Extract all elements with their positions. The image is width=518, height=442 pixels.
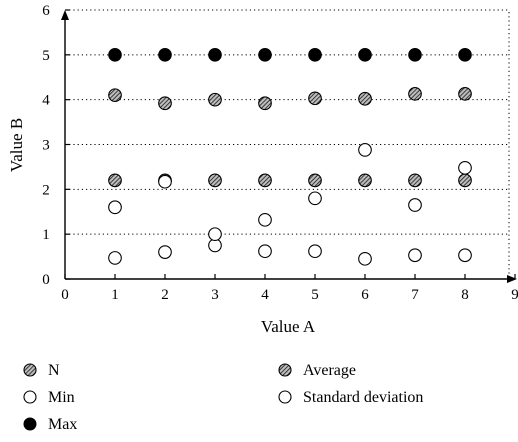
data-points [108, 48, 472, 266]
point-standard-deviation [308, 191, 322, 206]
y-tick-label: 2 [42, 182, 50, 198]
point-average [108, 88, 122, 103]
x-tick-label: 1 [111, 287, 119, 303]
point-standard-deviation [158, 174, 172, 189]
point-n [358, 173, 372, 188]
legend-label-standard-deviation: Standard deviation [303, 389, 423, 406]
point-average [408, 86, 422, 101]
point-average [258, 96, 272, 111]
legend-marker-max [23, 417, 37, 431]
point-n [308, 173, 322, 188]
y-tick-label: 6 [42, 3, 50, 19]
point-n [208, 173, 222, 188]
point-min [358, 251, 372, 266]
x-tick-label: 2 [161, 287, 169, 303]
y-axis-label: Value B [7, 118, 26, 172]
point-min [258, 244, 272, 259]
point-n [258, 173, 272, 188]
axes [61, 10, 517, 283]
point-max [208, 48, 222, 62]
point-min [308, 244, 322, 259]
y-tick-label: 0 [42, 272, 50, 288]
point-average [458, 86, 472, 101]
point-max [158, 48, 172, 62]
x-tick-label: 5 [311, 287, 319, 303]
legend-label-n: N [48, 362, 60, 379]
point-max [258, 48, 272, 62]
y-tick-label: 1 [42, 227, 50, 243]
legend-label-min: Min [48, 389, 75, 406]
x-axis-label: Value A [261, 317, 316, 336]
point-standard-deviation [408, 198, 422, 212]
point-max [408, 48, 422, 62]
y-tick-label: 5 [42, 48, 50, 64]
x-axis-arrow [507, 275, 517, 283]
point-average [158, 96, 172, 111]
legend-label-average: Average [303, 362, 356, 379]
point-max [458, 48, 472, 62]
point-standard-deviation [258, 212, 272, 227]
x-tick-label: 4 [261, 287, 269, 303]
x-tick-label: 7 [411, 287, 419, 303]
point-n [458, 173, 472, 188]
legend: N Average Min Standard deviation Max [23, 362, 423, 433]
point-min [458, 248, 472, 263]
point-standard-deviation [208, 227, 222, 242]
legend-label-max: Max [48, 416, 77, 433]
point-min [158, 245, 172, 259]
point-average [308, 91, 322, 106]
x-tick-label: 0 [61, 287, 69, 303]
point-max [108, 48, 122, 62]
point-n [408, 173, 422, 188]
x-tick-label: 3 [211, 287, 219, 303]
point-standard-deviation [108, 200, 122, 215]
y-tick-label: 4 [42, 93, 50, 109]
point-max [358, 48, 372, 62]
legend-marker-average [278, 363, 292, 377]
x-tick-label: 9 [511, 287, 518, 303]
gridlines [65, 9, 510, 279]
legend-marker-min [23, 390, 37, 404]
legend-marker-standard-deviation [278, 390, 292, 404]
point-min [108, 251, 122, 265]
y-axis-arrow [61, 10, 69, 20]
point-standard-deviation [358, 143, 372, 157]
point-standard-deviation [458, 160, 472, 175]
point-average [358, 91, 372, 106]
x-tick-label: 6 [361, 287, 369, 303]
point-average [208, 92, 222, 107]
x-tick-label: 8 [461, 287, 469, 303]
legend-marker-n [23, 363, 37, 377]
tick-labels: 0 1 2 3 4 5 6 7 8 9 0 1 2 3 4 5 6 [42, 3, 518, 303]
point-n [108, 173, 122, 188]
y-tick-label: 3 [42, 138, 50, 154]
point-min [408, 248, 422, 263]
point-max [308, 48, 322, 62]
